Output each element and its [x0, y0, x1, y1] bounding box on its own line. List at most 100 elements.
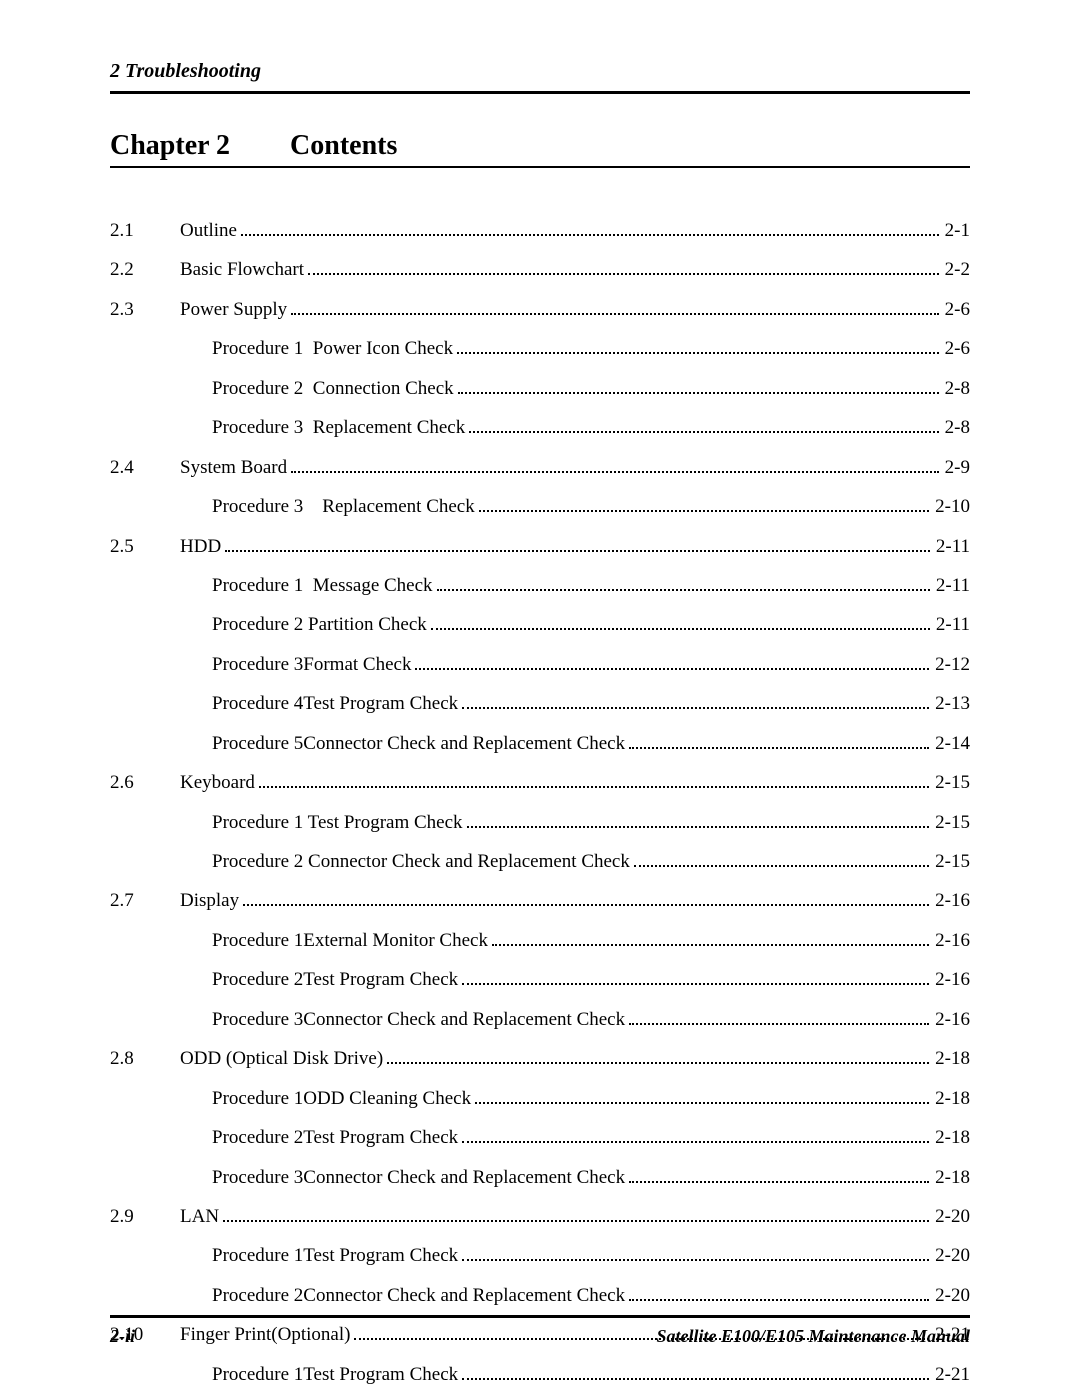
- toc-leader-dots: [225, 533, 930, 552]
- toc-entry-title: Procedure 1ODD Cleaning Check: [212, 1084, 471, 1113]
- toc-page-number: 2-20: [933, 1281, 970, 1310]
- toc-entry-title: Procedure 3 Replacement Check: [212, 492, 475, 521]
- toc-row: Procedure 3Connector Check and Replaceme…: [110, 1005, 970, 1034]
- toc-page-number: 2-16: [933, 1005, 970, 1034]
- toc-row: 2.6Keyboard 2-15: [110, 768, 970, 797]
- toc-entry-title: Procedure 2 Partition Check: [212, 610, 427, 639]
- toc-page-number: 2-18: [933, 1123, 970, 1152]
- toc-leader-dots: [223, 1203, 929, 1222]
- toc-leader-dots: [462, 1124, 929, 1143]
- toc-leader-dots: [467, 809, 930, 828]
- toc-leader-dots: [629, 1164, 929, 1183]
- toc-section-number: 2.6: [110, 768, 180, 797]
- toc-leader-dots: [241, 217, 939, 236]
- toc-entry-title: Procedure 2Test Program Check: [212, 1123, 458, 1152]
- toc-row: 2.9LAN 2-20: [110, 1202, 970, 1231]
- toc-leader-dots: [387, 1045, 929, 1064]
- toc-section-number: 2.3: [110, 295, 180, 324]
- toc-page-number: 2-1: [943, 216, 970, 245]
- toc-row: 2.1Outline 2-1: [110, 216, 970, 245]
- toc-row: Procedure 1Test Program Check 2-21: [110, 1360, 970, 1389]
- toc-entry-title: Basic Flowchart: [180, 255, 304, 284]
- toc-leader-dots: [462, 690, 929, 709]
- toc-page-number: 2-11: [934, 532, 970, 561]
- toc-row: Procedure 2Test Program Check 2-16: [110, 965, 970, 994]
- toc-row: Procedure 4Test Program Check 2-13: [110, 689, 970, 718]
- toc-page-number: 2-15: [933, 768, 970, 797]
- toc-row: Procedure 5Connector Check and Replaceme…: [110, 729, 970, 758]
- toc-row: Procedure 3Format Check 2-12: [110, 650, 970, 679]
- toc-leader-dots: [415, 651, 929, 670]
- toc-entry-title: LAN: [180, 1202, 219, 1231]
- toc-page-number: 2-11: [934, 571, 970, 600]
- toc-row: Procedure 1 Test Program Check 2-15: [110, 808, 970, 837]
- toc-entry-title: Procedure 1Test Program Check: [212, 1360, 458, 1389]
- toc-entry-title: Procedure 2Connector Check and Replaceme…: [212, 1281, 625, 1310]
- toc-leader-dots: [492, 927, 929, 946]
- toc-page-number: 2-8: [943, 374, 970, 403]
- toc-row: Procedure 2 Connection Check 2-8: [110, 374, 970, 403]
- toc-page-number: 2-18: [933, 1084, 970, 1113]
- toc-row: 2.2Basic Flowchart 2-2: [110, 255, 970, 284]
- toc-leader-dots: [308, 256, 939, 275]
- toc-leader-dots: [629, 1282, 929, 1301]
- toc-section-number: 2.8: [110, 1044, 180, 1073]
- toc-row: Procedure 2Connector Check and Replaceme…: [110, 1281, 970, 1310]
- toc-leader-dots: [259, 769, 929, 788]
- toc-page-number: 2-15: [933, 847, 970, 876]
- toc-section-number: 2.4: [110, 453, 180, 482]
- toc-row: 2.7Display 2-16: [110, 886, 970, 915]
- toc-entry-title: System Board: [180, 453, 287, 482]
- running-head: 2 Troubleshooting: [110, 60, 970, 83]
- toc-page-number: 2-18: [933, 1044, 970, 1073]
- footer-rule: [110, 1315, 970, 1318]
- toc-leader-dots: [629, 730, 929, 749]
- chapter-label: Chapter 2: [110, 130, 230, 161]
- toc-leader-dots: [462, 1361, 929, 1380]
- toc-entry-title: Procedure 3Connector Check and Replaceme…: [212, 1163, 625, 1192]
- toc-leader-dots: [243, 887, 929, 906]
- toc-page-number: 2-10: [933, 492, 970, 521]
- toc-row: Procedure 2 Partition Check 2-11: [110, 610, 970, 639]
- toc-row: 2.3Power Supply 2-6: [110, 295, 970, 324]
- toc-section-number: 2.7: [110, 886, 180, 915]
- toc-row: 2.4System Board 2-9: [110, 453, 970, 482]
- toc-page-number: 2-6: [943, 295, 970, 324]
- toc-leader-dots: [291, 454, 939, 473]
- table-of-contents: 2.1Outline 2-12.2Basic Flowchart 2-22.3P…: [110, 216, 970, 1389]
- toc-entry-title: Procedure 1Test Program Check: [212, 1241, 458, 1270]
- toc-leader-dots: [431, 611, 930, 630]
- toc-entry-title: Keyboard: [180, 768, 255, 797]
- toc-row: Procedure 2 Connector Check and Replacem…: [110, 847, 970, 876]
- toc-row: Procedure 1ODD Cleaning Check 2-18: [110, 1084, 970, 1113]
- footer-manual-title: Satellite E100/E105 Maintenance Manual: [656, 1326, 970, 1347]
- toc-page-number: 2-13: [933, 689, 970, 718]
- toc-page-number: 2-18: [933, 1163, 970, 1192]
- toc-page-number: 2-20: [933, 1241, 970, 1270]
- toc-page-number: 2-15: [933, 808, 970, 837]
- toc-page-number: 2-16: [933, 926, 970, 955]
- chapter-title: Chapter 2 Contents: [110, 130, 970, 168]
- toc-leader-dots: [457, 335, 939, 354]
- toc-page-number: 2-11: [934, 610, 970, 639]
- contents-label: Contents: [290, 130, 397, 161]
- toc-entry-title: Procedure 1 Message Check: [212, 571, 433, 600]
- toc-leader-dots: [291, 296, 939, 315]
- toc-entry-title: Procedure 2Test Program Check: [212, 965, 458, 994]
- toc-leader-dots: [462, 1242, 929, 1261]
- toc-page-number: 2-16: [933, 965, 970, 994]
- toc-row: Procedure 1Test Program Check 2-20: [110, 1241, 970, 1270]
- toc-page-number: 2-20: [933, 1202, 970, 1231]
- toc-row: Procedure 2Test Program Check 2-18: [110, 1123, 970, 1152]
- toc-row: Procedure 3 Replacement Check 2-10: [110, 492, 970, 521]
- toc-section-number: 2.9: [110, 1202, 180, 1231]
- toc-leader-dots: [629, 1006, 929, 1025]
- toc-section-number: 2.5: [110, 532, 180, 561]
- toc-row: Procedure 1 Message Check 2-11: [110, 571, 970, 600]
- toc-leader-dots: [437, 572, 930, 591]
- toc-section-number: 2.1: [110, 216, 180, 245]
- toc-page-number: 2-12: [933, 650, 970, 679]
- toc-entry-title: HDD: [180, 532, 221, 561]
- toc-leader-dots: [469, 414, 938, 433]
- toc-entry-title: Procedure 5Connector Check and Replaceme…: [212, 729, 625, 758]
